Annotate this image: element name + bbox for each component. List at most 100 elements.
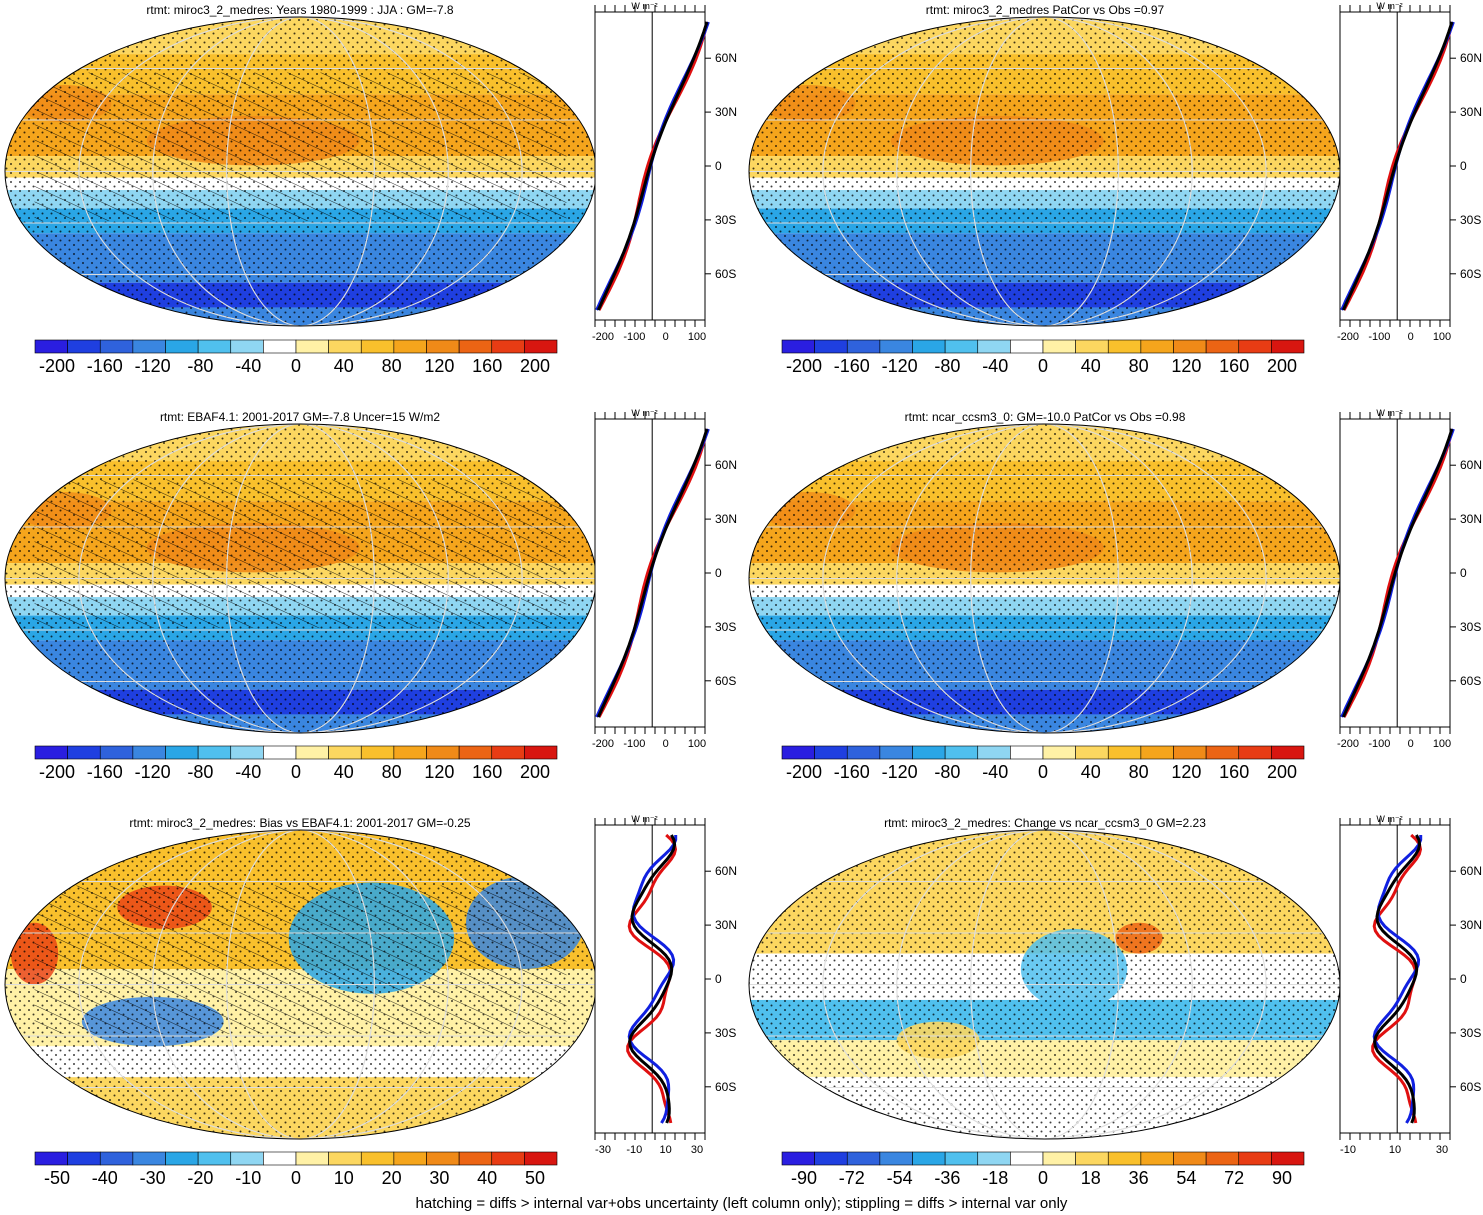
colorbar-5: -50 -40 -30 -20 -10 0 10 20 30 40 50 [34, 1151, 558, 1188]
lat-label: 0 [1460, 566, 1467, 580]
profile-xtick: -100 [1368, 331, 1390, 343]
colorbar-label: -50 [44, 1168, 70, 1188]
lat-label: 60S [715, 674, 736, 688]
map-field-1 [5, 17, 596, 326]
profile-xtick: -100 [623, 738, 645, 750]
profile-xtick: 0 [1408, 738, 1414, 750]
colorbar-label: -120 [882, 356, 918, 376]
colorbar-label: -80 [934, 762, 960, 782]
colorbar-label: -200 [786, 762, 822, 782]
zonal-profile-2: W m⁻² 60N 30N 0 30S 60S -200 -100 0 100 [1337, 1, 1482, 343]
profile-xtick: 100 [688, 331, 706, 343]
profile-line [627, 835, 678, 1124]
profile-units: W m⁻² [1376, 408, 1402, 418]
lat-label: 60N [715, 864, 737, 878]
colorbar-label: -160 [87, 762, 123, 782]
colorbar-label: -160 [87, 356, 123, 376]
profile-units: W m⁻² [1376, 1, 1402, 11]
colorbar-label: 30 [429, 1168, 449, 1188]
zonal-profile-4: W m⁻² 60N 30N 0 30S 60S -200 -100 0 100 [1337, 408, 1482, 750]
lat-label: 0 [715, 972, 722, 986]
profile-xtick: -10 [1340, 1144, 1356, 1156]
profile-xtick: 10 [660, 1144, 672, 1156]
colorbar-label: 80 [382, 356, 402, 376]
colorbar-label: 20 [382, 1168, 402, 1188]
lat-label: 30S [1460, 213, 1481, 227]
profile-units: W m⁻² [1376, 814, 1402, 824]
profile-xtick: 100 [1433, 331, 1451, 343]
map-field-4 [749, 424, 1340, 733]
profile-xtick: -100 [623, 331, 645, 343]
lat-label: 30S [715, 1026, 736, 1040]
panel-title-4: rtmt: ncar_ccsm3_0: GM=-10.0 PatCor vs O… [904, 410, 1186, 424]
profile-line [1373, 834, 1422, 1124]
colorbar-label: 72 [1224, 1168, 1244, 1188]
profile-xtick: 0 [663, 738, 669, 750]
lat-label: 0 [715, 566, 722, 580]
map-field-3 [5, 424, 596, 733]
profile-xtick: -10 [626, 1144, 642, 1156]
panel-title-1: rtmt: miroc3_2_medres: Years 1980-1999 :… [146, 3, 454, 17]
colorbar-label: 80 [1129, 762, 1149, 782]
colorbar-label: 200 [520, 762, 550, 782]
colorbar-label: -40 [982, 356, 1008, 376]
colorbar-label: 0 [291, 762, 301, 782]
colorbar-6: -90 -72 -54 -36 -18 0 18 36 54 72 90 [781, 1151, 1305, 1188]
lat-label: 0 [715, 159, 722, 173]
zonal-profile-6: W m⁻² 60N 30N 0 30S 60S -10 10 30 [1339, 814, 1482, 1156]
profile-xtick: -30 [595, 1144, 611, 1156]
colorbar-label: 90 [1272, 1168, 1292, 1188]
zonal-profile-5: W m⁻² 60N 30N 0 30S 60S -30 -10 10 30 [594, 814, 737, 1156]
map-field-5 [5, 830, 596, 1139]
profile-line [1341, 428, 1454, 718]
profile-xtick: 100 [1433, 738, 1451, 750]
profile-xtick: -200 [592, 738, 614, 750]
profile-units: W m⁻² [631, 814, 657, 824]
zonal-profile-3: W m⁻² 60N 30N 0 30S 60S -200 -100 0 100 [592, 408, 737, 750]
profile-xtick: -200 [1337, 738, 1359, 750]
colorbar-label: 40 [334, 356, 354, 376]
colorbar-label: -160 [834, 356, 870, 376]
panel-title-3: rtmt: EBAF4.1: 2001-2017 GM=-7.8 Uncer=1… [159, 410, 441, 424]
profile-xtick: 100 [688, 738, 706, 750]
profile-line [597, 21, 709, 311]
colorbar-label: -40 [92, 1168, 118, 1188]
colorbar-label: -40 [235, 356, 261, 376]
colorbar-label: -200 [39, 762, 75, 782]
colorbar-label: -80 [934, 356, 960, 376]
profile-xtick: -100 [1368, 738, 1390, 750]
colorbar-label: -80 [187, 762, 213, 782]
colorbar-label: 50 [525, 1168, 545, 1188]
colorbar-label: 200 [520, 356, 550, 376]
colorbar-label: 40 [1081, 762, 1101, 782]
colorbar-label: 160 [1219, 356, 1249, 376]
colorbar-label: 120 [1171, 762, 1201, 782]
colorbar-label: -120 [135, 762, 171, 782]
colorbar-label: 10 [334, 1168, 354, 1188]
colorbar-label: 0 [1038, 1168, 1048, 1188]
colorbar-label: -20 [187, 1168, 213, 1188]
lat-label: 60S [1460, 674, 1481, 688]
lat-label: 60N [1460, 864, 1482, 878]
colorbar-label: -36 [934, 1168, 960, 1188]
colorbar-label: 40 [477, 1168, 497, 1188]
profile-xtick: 30 [1436, 1144, 1448, 1156]
colorbar-4: -200 -160 -120 -80 -40 0 40 80 120 160 200 [781, 745, 1305, 782]
colorbar-label: 36 [1129, 1168, 1149, 1188]
colorbar-label: -10 [235, 1168, 261, 1188]
profile-line [1341, 21, 1454, 311]
lat-label: 60S [1460, 267, 1481, 281]
lat-label: 30N [715, 105, 737, 119]
lat-label: 30N [1460, 105, 1482, 119]
colorbar-label: -200 [39, 356, 75, 376]
profile-units: W m⁻² [631, 1, 657, 11]
colorbar-label: 120 [424, 762, 454, 782]
lat-label: 30N [1460, 918, 1482, 932]
colorbar-label: 40 [334, 762, 354, 782]
zonal-profile-1: W m⁻² 60N 30N 0 30S 60S -200 -100 0 100 [592, 1, 737, 343]
lat-label: 30N [715, 918, 737, 932]
colorbar-label: -72 [839, 1168, 865, 1188]
lat-label: 60N [1460, 458, 1482, 472]
colorbar-1: -200 -160 -120 -80 -40 0 40 80 120 160 200 [34, 339, 558, 376]
